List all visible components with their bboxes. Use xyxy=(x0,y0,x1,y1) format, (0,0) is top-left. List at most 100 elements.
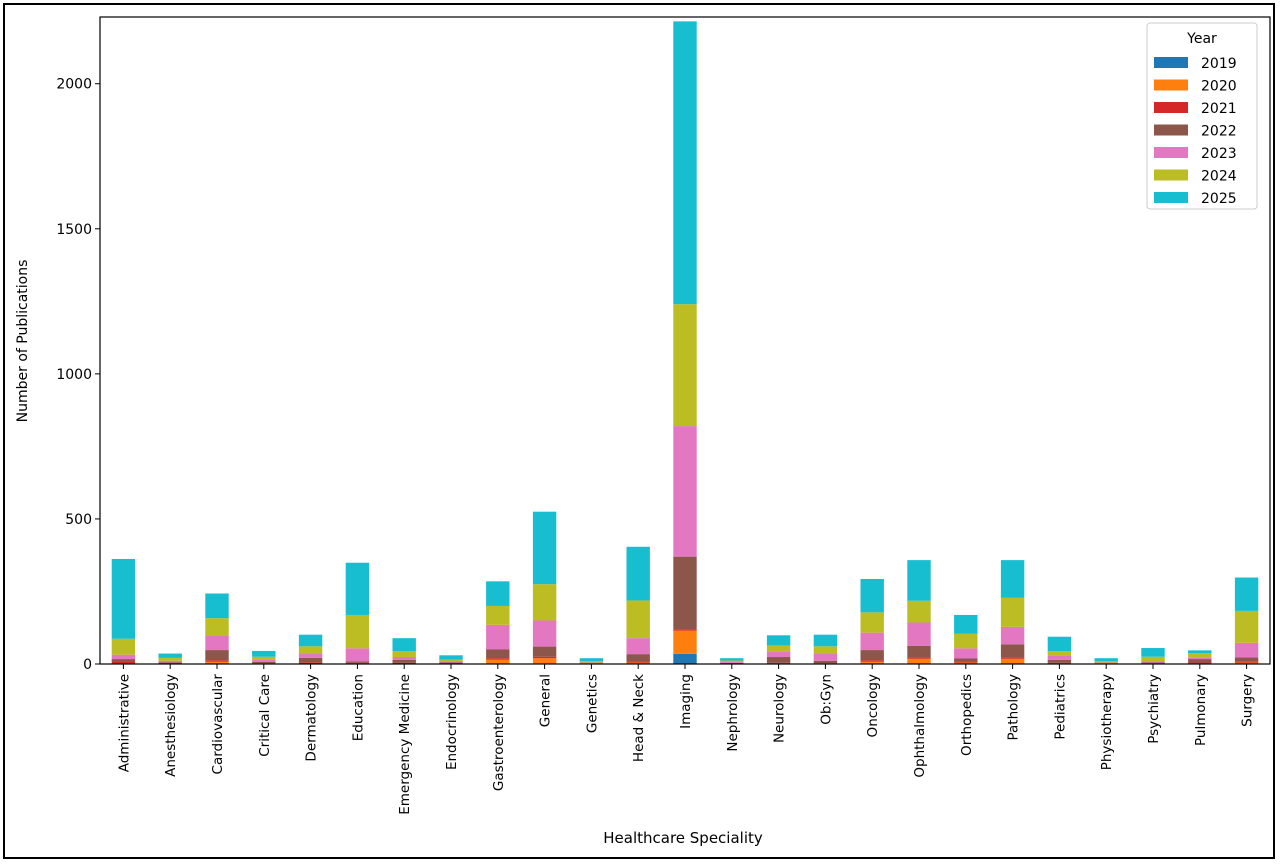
legend-swatch xyxy=(1154,147,1188,158)
bar-segment xyxy=(205,618,229,636)
bar-segment xyxy=(860,650,884,661)
bar-segment xyxy=(1188,659,1212,663)
x-tick-labels: Administrative Anesthesiology Cardiovascul… xyxy=(116,664,1256,815)
bar-segment xyxy=(673,629,697,631)
bar-segment xyxy=(486,658,510,660)
bar-segment xyxy=(673,21,697,305)
legend-swatch xyxy=(1154,169,1188,181)
chart-frame: Administrative Anesthesiology Cardiovascul… xyxy=(3,3,1275,859)
bar-segment xyxy=(1141,661,1165,663)
legend-box xyxy=(1146,22,1258,210)
bar-segment xyxy=(860,660,884,662)
bar-segment xyxy=(298,634,323,647)
y-tick-label: 500 xyxy=(65,512,92,528)
bar-segment xyxy=(439,662,463,664)
plot-area xyxy=(99,16,1271,665)
bar-segment xyxy=(392,651,416,658)
y-tick-label: 1500 xyxy=(56,222,92,238)
bar-segment xyxy=(766,662,791,664)
bar-segment xyxy=(252,661,276,664)
x-tick-label: Nephrology xyxy=(725,674,741,752)
bar-segment xyxy=(579,662,604,664)
bar-segment xyxy=(860,661,884,664)
bar-segment xyxy=(720,661,744,663)
bar-segment xyxy=(954,661,978,663)
bar-segment xyxy=(907,658,931,664)
bar-segment xyxy=(345,648,370,662)
bar-segment xyxy=(673,556,697,630)
x-tick-label: Pulmonary xyxy=(1193,674,1209,746)
x-tick-label: Head & Neck xyxy=(631,674,647,762)
bar-segment xyxy=(626,654,650,662)
bar-segment xyxy=(1188,650,1212,654)
x-tick-label: Cardiovascular xyxy=(210,674,226,775)
bar-segment xyxy=(252,650,276,657)
bar-segment xyxy=(205,661,229,664)
legend: Year 2019 2020 2021 2022 2023 2024 2025 xyxy=(1146,22,1258,210)
bar-segment xyxy=(158,660,182,663)
bar-segment xyxy=(1234,642,1259,658)
x-tick-label: Administrative xyxy=(116,674,132,772)
bar-segment xyxy=(907,600,931,623)
bar-segment xyxy=(626,662,650,664)
x-tick-label: Oncology xyxy=(865,674,881,737)
bar-segment xyxy=(486,659,510,664)
bar-segment xyxy=(626,600,650,639)
bar-segment xyxy=(345,614,370,649)
bar-segment xyxy=(813,653,838,661)
bar-segment xyxy=(439,655,463,660)
bar-segment xyxy=(205,593,229,619)
x-tick-label: Pathology xyxy=(1006,674,1022,741)
x-tick-label: Imaging xyxy=(678,674,694,729)
x-tick-label: Education xyxy=(350,674,366,741)
bar-segment xyxy=(111,661,136,664)
bars-layer xyxy=(111,21,1259,664)
x-tick-label: Critical Care xyxy=(257,674,273,757)
bar-segment xyxy=(766,651,791,658)
bar-segment xyxy=(486,624,510,650)
bar-segment xyxy=(1000,657,1025,659)
bar-segment xyxy=(1047,662,1072,664)
bar-segment xyxy=(158,657,182,661)
bar-segment xyxy=(158,653,182,658)
bar-segment xyxy=(205,650,229,661)
bar-segment xyxy=(626,638,650,655)
bar-segment xyxy=(626,661,650,663)
bar-segment xyxy=(392,638,416,652)
bar-segment xyxy=(673,630,697,654)
bar-segment xyxy=(486,581,510,606)
legend-label: 2023 xyxy=(1201,146,1237,162)
bar-segment xyxy=(1141,648,1165,657)
bar-segment xyxy=(345,661,370,663)
bar-segment xyxy=(1047,655,1072,660)
x-tick-label: Gastroenterology xyxy=(491,674,507,791)
bar-segment xyxy=(532,646,557,657)
bar-segment xyxy=(1047,659,1072,663)
bar-segment xyxy=(1188,653,1212,658)
x-tick-label: Neurology xyxy=(772,674,788,743)
legend-swatch xyxy=(1154,102,1188,113)
bar-segment xyxy=(1094,662,1118,664)
bar-segment xyxy=(720,662,744,664)
bar-segment xyxy=(392,659,416,663)
bar-segment xyxy=(1188,662,1212,664)
legend-swatch xyxy=(1154,124,1188,136)
bar-segment xyxy=(532,656,557,659)
bar-segment xyxy=(345,662,370,664)
y-tick-label: 0 xyxy=(83,657,92,673)
bar-segment xyxy=(205,660,229,662)
bar-segment xyxy=(532,658,557,664)
bar-segment xyxy=(579,661,604,663)
bar-segment xyxy=(766,657,791,663)
bar-segment xyxy=(860,578,884,613)
x-tick-label: Anesthesiology xyxy=(163,674,179,777)
bar-segment xyxy=(111,558,136,639)
bar-segment xyxy=(1234,577,1259,611)
x-tick-label: Ob:Gyn xyxy=(818,674,834,725)
legend-label: 2025 xyxy=(1201,191,1237,207)
bar-segment xyxy=(954,662,978,664)
bar-segment xyxy=(1141,662,1165,664)
x-tick-label: Genetics xyxy=(584,674,600,733)
bar-segment xyxy=(1234,610,1259,643)
legend-items: 2019 2020 2021 2022 2023 2024 2025 xyxy=(1154,56,1237,207)
